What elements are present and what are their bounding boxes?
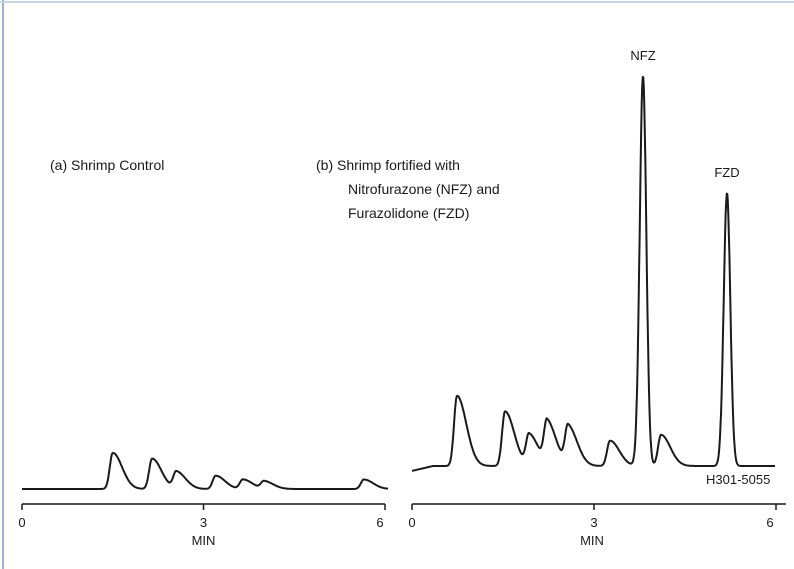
panel-a-shrimp-control: (a) Shrimp Control 0 3 6 MIN: [18, 157, 389, 548]
panel-a-tick-label-3: 3: [200, 515, 207, 530]
panel-a-label: (a) Shrimp Control: [50, 157, 164, 173]
figure-code: H301-5055: [706, 472, 770, 487]
panel-a-x-axis-label: MIN: [192, 533, 216, 548]
panel-a-chromatogram-trace: [21, 451, 389, 490]
peak-label-fzd: FZD: [714, 165, 739, 180]
panel-b-label-line-3: Furazolidone (FZD): [348, 205, 469, 221]
panel-b-x-ticks: 0 3 6: [408, 504, 777, 530]
panel-b-label-line-2: Nitrofurazone (NFZ) and: [348, 181, 500, 197]
panel-b-tick-label-6: 6: [766, 515, 773, 530]
panel-b-tick-label-0: 0: [408, 515, 415, 530]
panel-a-tick-label-0: 0: [18, 515, 25, 530]
panel-b-tick-label-3: 3: [590, 515, 597, 530]
peak-label-nfz: NFZ: [630, 48, 655, 63]
panel-b-label-line-1: (b) Shrimp fortified with: [316, 157, 460, 173]
panel-a-tick-label-6: 6: [376, 515, 383, 530]
panel-b-chromatogram-trace: [411, 75, 776, 472]
panel-b-shrimp-fortified: (b) Shrimp fortified with Nitrofurazone …: [316, 48, 786, 548]
panel-a-x-ticks: 0 3 6: [18, 504, 386, 530]
panel-b-x-axis-label: MIN: [580, 533, 604, 548]
